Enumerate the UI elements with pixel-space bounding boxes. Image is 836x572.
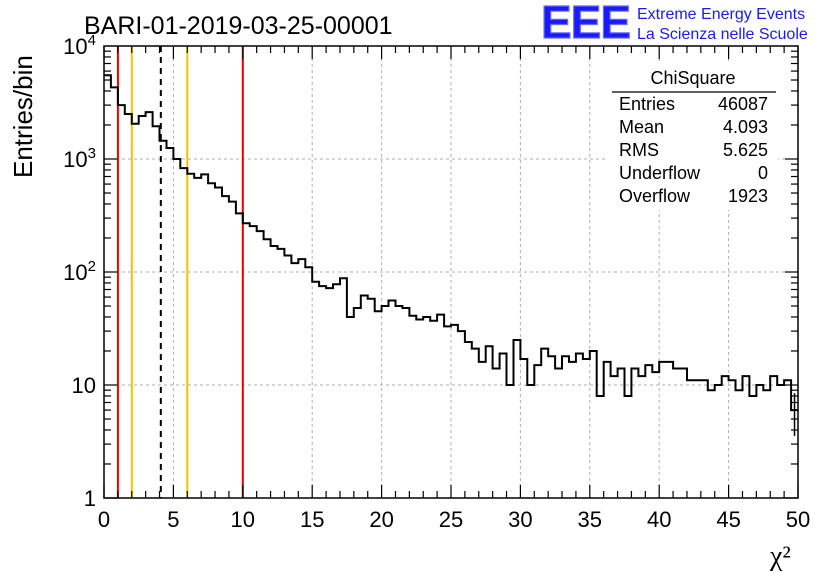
stats-label-entries: Entries xyxy=(619,94,675,114)
x-axis-title: χ² xyxy=(769,541,791,572)
stats-value-overflow: 1923 xyxy=(728,186,768,206)
y-axis-title: Entries/bin xyxy=(8,55,38,178)
x-tick-label: 35 xyxy=(578,507,602,532)
stats-value-rms: 5.625 xyxy=(723,140,768,160)
stats-box-background xyxy=(608,64,778,210)
x-tick-label: 15 xyxy=(300,507,324,532)
stats-value-entries: 46087 xyxy=(718,94,768,114)
x-tick-label: 20 xyxy=(369,507,393,532)
y-tick-label-base: 10 xyxy=(63,147,87,172)
stats-label-rms: RMS xyxy=(619,140,659,160)
x-tick-label: 40 xyxy=(647,507,671,532)
x-axis-tick-labels: 0 5 10 15 20 25 30 35 40 45 50 xyxy=(98,507,810,532)
y-tick-label: 103 xyxy=(63,145,96,172)
y-tick-label-exponent: 2 xyxy=(88,258,96,275)
stats-label-underflow: Underflow xyxy=(619,163,701,183)
eee-logo-mark: EEE xyxy=(541,0,630,48)
y-tick-label-base: 10 xyxy=(63,260,87,285)
stats-box-title: ChiSquare xyxy=(650,68,735,88)
stats-value-mean: 4.093 xyxy=(723,117,768,137)
histogram-line xyxy=(104,74,798,412)
stats-value-underflow: 0 xyxy=(758,163,768,183)
y-tick-label-exponent: 3 xyxy=(88,145,96,162)
x-tick-label: 50 xyxy=(786,507,810,532)
y-tick-label: 102 xyxy=(63,258,96,285)
x-tick-label: 0 xyxy=(98,507,110,532)
x-tick-label: 30 xyxy=(508,507,532,532)
y-tick-label: 104 xyxy=(63,32,96,59)
x-tick-label: 45 xyxy=(716,507,740,532)
stats-label-mean: Mean xyxy=(619,117,664,137)
y-tick-label: 10 xyxy=(72,373,96,398)
stats-box: ChiSquare Entries 46087 Mean 4.093 RMS 5… xyxy=(608,64,778,210)
eee-logo-line2: La Scienza nelle Scuole xyxy=(637,26,808,43)
x-axis-ticks xyxy=(103,46,799,498)
plot-title: BARI-01-2019-03-25-00001 xyxy=(84,12,393,40)
y-axis-ticks xyxy=(104,50,798,499)
x-tick-label: 5 xyxy=(167,507,179,532)
x-tick-label: 25 xyxy=(439,507,463,532)
eee-logo-line1: Extreme Energy Events xyxy=(637,6,805,23)
eee-logo: EEE Extreme Energy Events La Scienza nel… xyxy=(540,0,808,49)
y-tick-label-base: 10 xyxy=(63,34,87,59)
x-tick-label: 10 xyxy=(231,507,255,532)
stats-label-overflow: Overflow xyxy=(619,186,691,206)
y-tick-label-exponent: 4 xyxy=(88,32,96,49)
y-tick-label: 1 xyxy=(84,486,96,511)
